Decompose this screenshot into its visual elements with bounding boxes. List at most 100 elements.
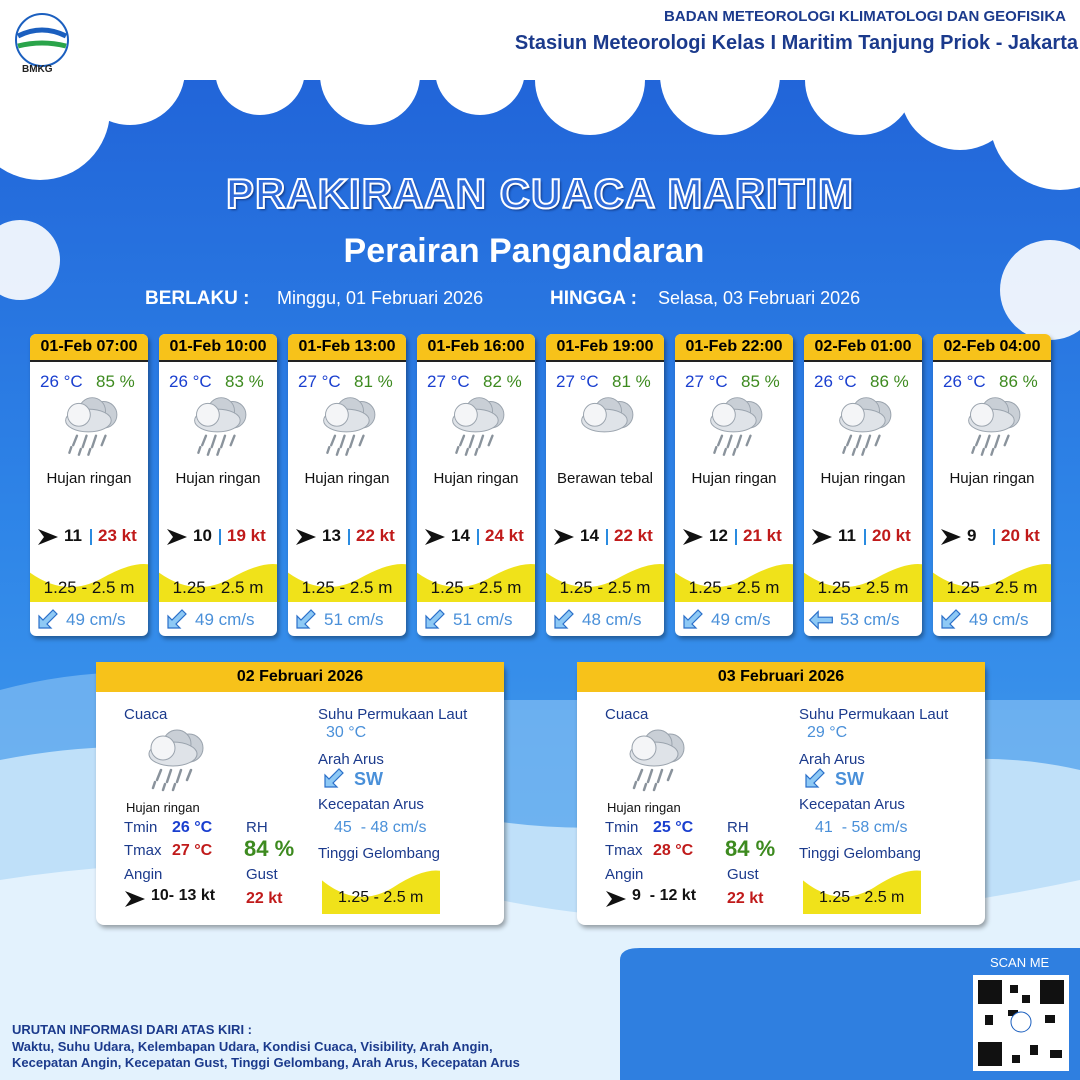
wind-speed: 11: [64, 526, 82, 545]
from-date: Minggu, 01 Februari 2026: [277, 288, 484, 308]
wave-box: [933, 560, 1051, 602]
rh-label: RH: [727, 819, 749, 836]
weather-label: Cuaca: [124, 706, 168, 723]
separator: [348, 529, 350, 545]
time: 01-Feb 16:00: [417, 334, 535, 362]
legend-title: URUTAN INFORMASI DARI ATAS KIRI :: [12, 1022, 252, 1037]
wind-arrow-box: [423, 528, 447, 551]
daily-panel: 03 Februari 2026 Cuaca Hujan ringan Tmin 25 …: [577, 662, 985, 925]
wave-box: [546, 560, 664, 602]
tmax-label: Tmax: [605, 842, 643, 859]
icon-box: [703, 392, 770, 464]
current-arrow-box: [423, 609, 445, 636]
wave-band: [417, 563, 535, 602]
wind-arrow-box: [604, 890, 628, 913]
icon-box: [961, 392, 1028, 464]
rh: 84 %: [725, 836, 776, 861]
current-arrow-box: [803, 768, 825, 795]
gust: 22 kt: [614, 526, 653, 545]
current-arrow: [38, 609, 58, 629]
wave-box: [417, 560, 535, 602]
weather-icon: [65, 397, 118, 456]
current-arrow-box: [294, 609, 316, 636]
wind-arrow-box: [810, 528, 834, 551]
temperature: 26 °C: [169, 372, 212, 391]
weather-icon: [968, 397, 1021, 456]
current-arrow-box: [322, 768, 344, 795]
forecast-card: 01-Feb 10:00 26 °C 83 % Hujan ringan 10 19 kt…: [159, 334, 277, 636]
wave-label: Tinggi Gelombang: [318, 845, 441, 862]
time: 02-Feb 01:00: [804, 334, 922, 362]
condition: Hujan ringan: [46, 470, 132, 487]
time: 01-Feb 10:00: [159, 334, 277, 362]
wave-band: [546, 563, 664, 602]
daily-panel: 02 Februari 2026 Cuaca Hujan ringan Tmin 26 …: [96, 662, 504, 925]
forecast-card: 01-Feb 07:00 26 °C 85 % Hujan ringan 11 23 kt…: [30, 334, 148, 636]
to-date: Selasa, 03 Februari 2026: [658, 288, 861, 308]
wind-arrow-box: [36, 528, 60, 551]
wind-arrow-box: [681, 528, 705, 551]
current-speed: 53 cm/s: [840, 610, 900, 629]
separator: [993, 529, 995, 545]
wind: 9 - 12 kt: [632, 887, 697, 904]
wave-box: [675, 560, 793, 602]
current-arrow: [425, 609, 445, 629]
current-direction: SW: [354, 769, 383, 789]
gust: 22 kt: [727, 890, 764, 907]
wave-label: Tinggi Gelombang: [799, 845, 922, 862]
sst: 30 °C: [326, 724, 367, 741]
icon-box: [622, 724, 692, 799]
current-speed: 49 cm/s: [969, 610, 1029, 629]
weather-icon: [148, 729, 204, 792]
weather-icon: [710, 397, 763, 456]
current-arrow: [167, 609, 187, 629]
wind-speed: 13: [322, 526, 341, 545]
forecast-card: 01-Feb 19:00 27 °C 81 % Berawan tebal 14 22 k…: [546, 334, 664, 636]
current-speed: 51 cm/s: [324, 610, 384, 629]
qr-code: [973, 975, 1069, 1071]
forecast-card: 01-Feb 13:00 27 °C 81 % Hujan ringan 13 22 kt…: [288, 334, 406, 636]
wind-arrow: [812, 529, 832, 545]
current-speed: 49 cm/s: [195, 610, 255, 629]
current-arrow-box: [552, 609, 574, 636]
temperature: 26 °C: [943, 372, 986, 391]
current-direction-label: Arah Arus: [799, 751, 865, 768]
wave-box: [803, 866, 921, 914]
gust: 22 kt: [356, 526, 395, 545]
separator: [606, 529, 608, 545]
weather-icon: [323, 397, 376, 456]
current-speed: 49 cm/s: [711, 610, 771, 629]
wave-band: [159, 563, 277, 602]
icon-box: [58, 392, 125, 464]
current-arrow-box: [808, 609, 833, 636]
tmin: 26 °C: [172, 819, 213, 836]
wave-band: [322, 870, 440, 914]
wind-speed: 14: [580, 526, 599, 545]
date: 03 Februari 2026: [577, 662, 985, 692]
wind-speed: 9: [967, 526, 977, 545]
wave-height: 1.25 - 2.5 m: [946, 578, 1038, 597]
sst-label: Suhu Permukaan Laut: [799, 706, 949, 723]
current-arrow: [296, 609, 316, 629]
condition: Hujan ringan: [304, 470, 390, 487]
temperature: 27 °C: [298, 372, 341, 391]
wave-height: 1.25 - 2.5 m: [43, 578, 135, 597]
gust: 19 kt: [227, 526, 266, 545]
condition: Hujan ringan: [607, 800, 681, 815]
wave-band: [675, 563, 793, 602]
temperature: 26 °C: [814, 372, 857, 391]
time: 02-Feb 04:00: [933, 334, 1051, 362]
current-speed-label: Kecepatan Arus: [799, 796, 905, 813]
current-arrow-box: [165, 609, 187, 636]
time: 01-Feb 22:00: [675, 334, 793, 362]
wave-box: [804, 560, 922, 602]
gust: 21 kt: [743, 526, 782, 545]
date: 02 Februari 2026: [96, 662, 504, 692]
wave-height: 1.25 - 2.5 m: [688, 578, 780, 597]
to-label: HINGGA :: [550, 288, 637, 309]
wind-arrow-box: [552, 528, 576, 551]
current-speed: 51 cm/s: [453, 610, 513, 629]
gust: 20 kt: [1001, 526, 1040, 545]
current-arrow-box: [681, 609, 703, 636]
separator: [864, 529, 866, 545]
